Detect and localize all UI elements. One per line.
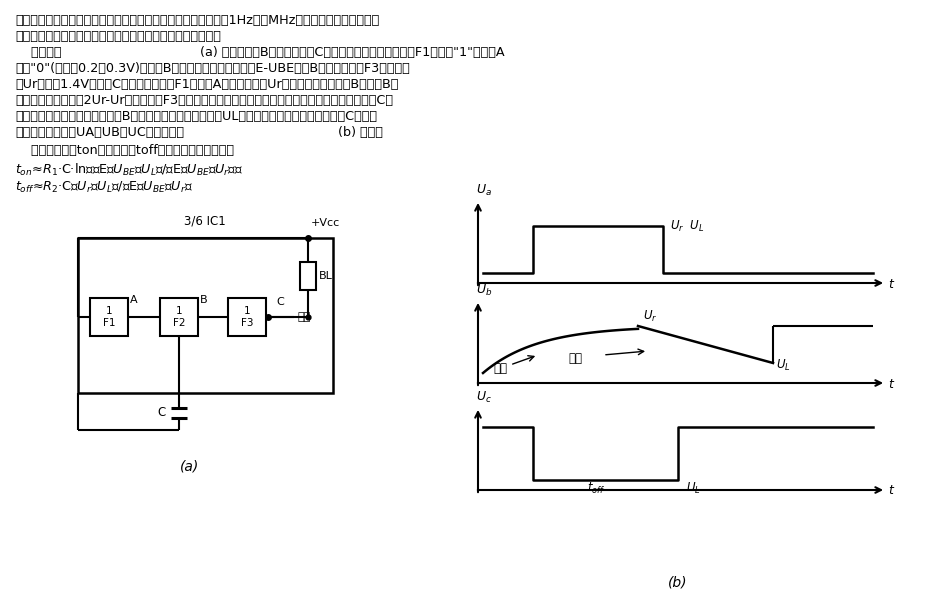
Text: (a): (a): [180, 460, 200, 474]
Text: (b) 所示。: (b) 所示。: [338, 126, 383, 139]
Text: 3/6 IC1: 3/6 IC1: [184, 215, 226, 228]
Text: $U_r$  $U_L$: $U_r$ $U_L$: [670, 219, 704, 233]
Text: 电流可以认为是恒定的。这样，B点电压线性下降，当下降到UL时电路又迅速地回到初始状态，C点又变: 电流可以认为是恒定的。这样，B点电压线性下降，当下降到UL时电路又迅速地回到初始…: [15, 110, 377, 123]
Text: BL: BL: [319, 271, 333, 281]
Text: $U_a$: $U_a$: [476, 183, 492, 198]
Text: $t$: $t$: [888, 378, 896, 390]
Text: $U_L$: $U_L$: [686, 481, 700, 495]
Text: C: C: [276, 297, 284, 307]
Text: $t_{on}$≈$R_1$·C·ln〔（E－$U_{BE}$－$U_L$）/（E－$U_{BE}$－$U_r$）〕: $t_{on}$≈$R_1$·C·ln〔（E－$U_{BE}$－$U_L$）/（…: [15, 162, 243, 178]
Bar: [160, 298, 198, 336]
Text: C: C: [157, 406, 165, 419]
Text: +Vcc: +Vcc: [311, 218, 340, 228]
Text: 成高电平。电路中UA、UB及UC的波形见图: 成高电平。电路中UA、UB及UC的波形见图: [15, 126, 184, 139]
Text: $U_c$: $U_c$: [476, 390, 492, 405]
Bar: [300, 262, 316, 290]
Text: 点为"0"(大约为0.2～0.3V)。这时B点电压按指数规律上升到E-UBE。当B点电位上升到F3的阈值电: 点为"0"(大约为0.2～0.3V)。这时B点电压按指数规律上升到E-UBE。当…: [15, 62, 410, 75]
Text: A: A: [130, 295, 137, 305]
Text: 指数: 指数: [493, 362, 507, 374]
Text: 出方波的占空比因数基本不变，因而实现了宽频带多谐振荡。: 出方波的占空比因数基本不变，因而实现了宽频带多谐振荡。: [15, 30, 220, 43]
Text: $t$: $t$: [888, 485, 896, 498]
Text: (a) 所示。假设B点为低电平，C点则为高电平。这时反相器F1输入为"1"、输出A: (a) 所示。假设B点为低电平，C点则为高电平。这时反相器F1输入为"1"、输出…: [200, 46, 504, 59]
Text: (b): (b): [668, 576, 687, 590]
Bar: [90, 298, 128, 336]
Text: 压Ur（约为1.4V）时，C点变为低电平，F1关断、A点电位突变到Ur，并通过电容耦合到B点，故B点: 压Ur（约为1.4V）时，C点变为低电平，F1关断、A点电位突变到Ur，并通过电…: [15, 78, 399, 91]
Text: $U_r$: $U_r$: [643, 309, 658, 324]
Text: 1
F3: 1 F3: [241, 306, 253, 328]
Text: $U_L$: $U_L$: [776, 358, 791, 372]
Text: 电位阶跃地上升到（2Ur-Ur）。这时，F3中的晶体管可视为运算放大器。由于负反馈作用，通过电容C的: 电位阶跃地上升到（2Ur-Ur）。这时，F3中的晶体管可视为运算放大器。由于负反…: [15, 94, 393, 107]
Text: B: B: [200, 295, 207, 305]
Text: $t$: $t$: [888, 277, 896, 290]
Text: 输出: 输出: [297, 312, 310, 322]
Text: 1
F1: 1 F1: [103, 306, 115, 328]
Bar: [78, 238, 333, 393]
Text: 线性: 线性: [568, 352, 582, 365]
Text: $t_{off}$: $t_{off}$: [587, 481, 605, 495]
Text: $U_b$: $U_b$: [476, 283, 492, 298]
Text: 1
F2: 1 F2: [173, 306, 185, 328]
Text: 电路接通时间ton和截止时间toff可以分别用下式计算：: 电路接通时间ton和截止时间toff可以分别用下式计算：: [15, 144, 234, 157]
Text: 电路如图: 电路如图: [15, 46, 62, 59]
Text: 本电路由倒相器构成的无稳态多谐振荡器。它的工作频率范围是1Hz到几MHz。在这个频率范围内，输: 本电路由倒相器构成的无稳态多谐振荡器。它的工作频率范围是1Hz到几MHz。在这个…: [15, 14, 379, 27]
Bar: [228, 298, 266, 336]
Text: $t_{off}$≈$R_2$·C（$U_r$－$U_L$）/（E－$U_{BE}$－$U_r$）: $t_{off}$≈$R_2$·C（$U_r$－$U_L$）/（E－$U_{BE…: [15, 180, 192, 195]
